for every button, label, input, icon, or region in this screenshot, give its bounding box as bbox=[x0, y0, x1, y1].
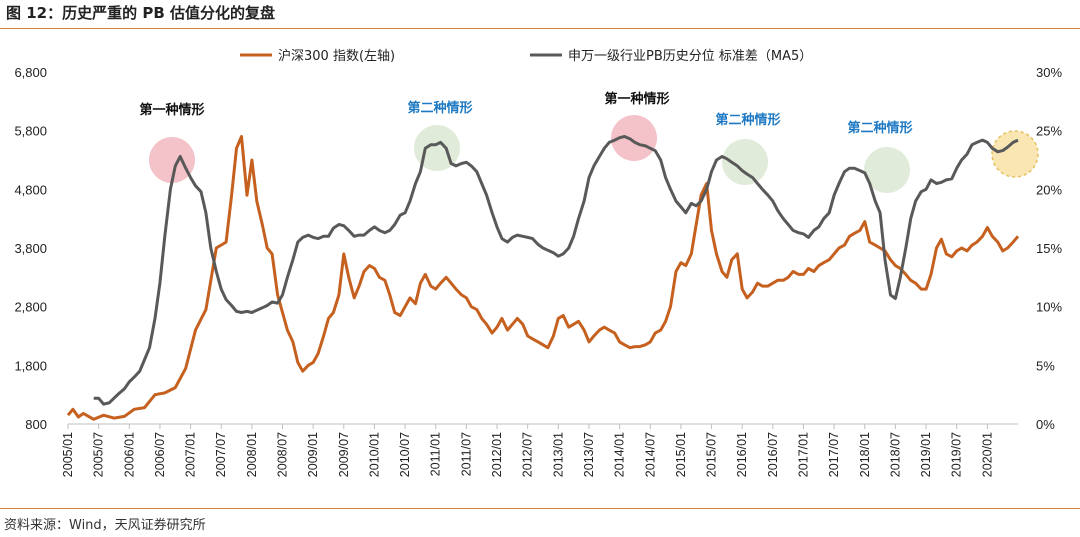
x-tick-label: 2009/07 bbox=[337, 432, 351, 477]
y-right-tick-label: 15% bbox=[1036, 241, 1062, 256]
source-note: 资料来源：Wind，天风证券研究所 bbox=[4, 518, 206, 533]
highlight-circle bbox=[722, 139, 768, 185]
series-line-pb-std bbox=[93, 135, 1019, 406]
x-tick-label: 2007/01 bbox=[184, 432, 198, 477]
x-tick-label: 2009/01 bbox=[306, 432, 320, 477]
annotation-label: 第二种情形 bbox=[715, 112, 780, 128]
annotation-label: 第二种情形 bbox=[407, 100, 472, 116]
legend: 沪深300 指数(左轴) 申万一级行业PB历史分位 标准差（MA5） bbox=[240, 48, 812, 64]
y-left-tick-label: 1,800 bbox=[14, 358, 47, 373]
x-tick-label: 2019/07 bbox=[950, 432, 964, 477]
source-divider bbox=[0, 508, 1080, 509]
x-tick-label: 2013/01 bbox=[551, 432, 565, 477]
y-right-tick-label: 20% bbox=[1036, 182, 1062, 197]
x-tick-label: 2018/07 bbox=[888, 432, 902, 477]
x-tick-label: 2015/07 bbox=[705, 432, 719, 477]
highlight-circle bbox=[991, 130, 1039, 178]
y-axis-right: 30% 25% 20% 15% 10% 5% 0% bbox=[1036, 65, 1062, 432]
x-tick-label: 2010/07 bbox=[398, 432, 412, 477]
x-tick-label: 2010/01 bbox=[367, 432, 381, 477]
y-right-tick-label: 25% bbox=[1036, 124, 1062, 139]
x-tick-label: 2006/07 bbox=[153, 432, 167, 477]
legend-label-csi300: 沪深300 指数(左轴) bbox=[278, 48, 395, 64]
x-tick-label: 2007/07 bbox=[214, 432, 228, 477]
x-tick-label: 2012/01 bbox=[490, 432, 504, 477]
y-left-tick-label: 800 bbox=[25, 417, 47, 432]
x-tick-label: 2020/01 bbox=[980, 432, 994, 477]
y-right-tick-label: 10% bbox=[1036, 300, 1062, 315]
x-tick-label: 2008/07 bbox=[276, 432, 290, 477]
x-tick-label: 2011/01 bbox=[429, 432, 443, 476]
x-tick-label: 2011/07 bbox=[459, 432, 473, 476]
series-line-csi300 bbox=[66, 135, 1020, 421]
x-tick-label: 2013/07 bbox=[582, 432, 596, 477]
x-axis-ticks: 2005/01 2005/07 2006/01 2006/07 2007/01 2007/… bbox=[61, 424, 994, 477]
x-tick-label: 2017/07 bbox=[827, 432, 841, 477]
annotation-label: 第一种情形 bbox=[139, 102, 204, 118]
x-tick-label: 2018/01 bbox=[858, 432, 872, 477]
annotation-label: 第二种情形 bbox=[847, 120, 912, 136]
x-tick-label: 2014/07 bbox=[643, 432, 657, 477]
x-tick-label: 2012/07 bbox=[521, 432, 535, 477]
annotation-label: 第一种情形 bbox=[604, 91, 669, 107]
y-left-tick-label: 2,800 bbox=[14, 300, 47, 315]
highlight-circle bbox=[864, 147, 910, 193]
y-right-tick-label: 30% bbox=[1036, 65, 1062, 80]
x-tick-label: 2008/01 bbox=[245, 432, 259, 477]
y-axis-left: 6,800 5,800 4,800 3,800 2,800 1,800 800 bbox=[14, 65, 47, 432]
x-tick-label: 2015/01 bbox=[674, 432, 688, 477]
x-tick-label: 2017/01 bbox=[796, 432, 810, 477]
y-left-tick-label: 3,800 bbox=[14, 241, 47, 256]
highlight-circle bbox=[611, 115, 657, 161]
title-divider bbox=[0, 28, 1080, 29]
y-right-tick-label: 0% bbox=[1036, 417, 1055, 432]
x-tick-label: 2019/01 bbox=[919, 432, 933, 477]
x-tick-label: 2005/01 bbox=[61, 432, 75, 477]
y-left-tick-label: 5,800 bbox=[14, 124, 47, 139]
legend-label-pb-std: 申万一级行业PB历史分位 标准差（MA5） bbox=[568, 49, 812, 64]
y-left-tick-label: 4,800 bbox=[14, 182, 47, 197]
y-left-tick-label: 6,800 bbox=[14, 65, 47, 80]
x-tick-label: 2016/07 bbox=[766, 432, 780, 477]
x-tick-label: 2005/07 bbox=[92, 432, 106, 477]
x-tick-label: 2006/01 bbox=[122, 432, 136, 477]
x-tick-label: 2014/01 bbox=[613, 432, 627, 477]
x-tick-label: 2016/01 bbox=[735, 432, 749, 477]
y-right-tick-label: 5% bbox=[1036, 358, 1055, 373]
highlight-circle bbox=[149, 137, 195, 183]
figure-title: 图 12：历史严重的 PB 估值分化的复盘 bbox=[6, 4, 275, 22]
